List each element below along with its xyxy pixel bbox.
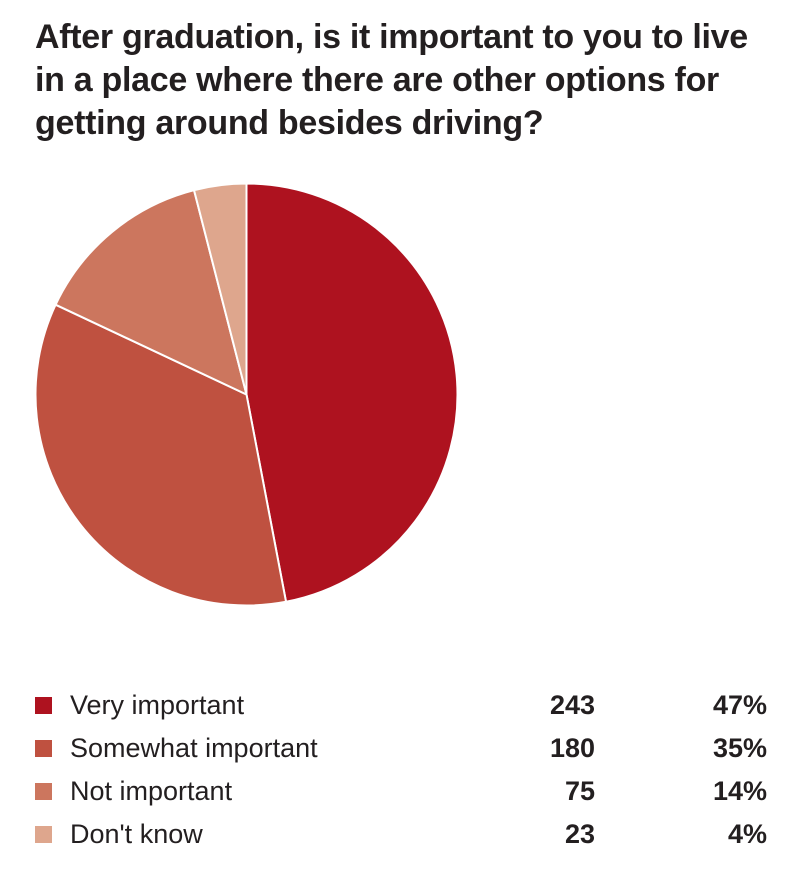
legend-label: Somewhat important [70,733,318,763]
pie-slice [193,182,248,396]
legend-swatch-very-important [35,697,52,714]
pie-chart [33,181,460,608]
page-title-line-1: After graduation, is it important to you… [35,18,748,56]
legend-count: 180 [549,733,595,763]
pie-chart-svg [34,182,459,607]
legend-percent: 4% [727,819,767,849]
page-title-line-2: in a place where there are other options… [35,61,719,99]
legend-label: Very important [70,690,245,720]
legend-swatch-dont-know [35,826,52,843]
legend-row: Not important 75 14% [35,770,767,813]
legend-percent: 14% [712,776,767,806]
legend-row: Very important 243 47% [35,684,767,727]
legend-count: 75 [564,776,595,806]
legend-label: Not important [70,776,233,806]
legend-swatch-somewhat-important [35,740,52,757]
page-title-line-3: getting around besides driving? [35,104,544,142]
legend-swatch-not-important [35,783,52,800]
legend-label: Don't know [70,819,203,849]
pie-slice [245,182,459,603]
legend-percent: 47% [712,690,767,720]
legend-count: 23 [564,819,595,849]
legend-percent: 35% [712,733,767,763]
legend-count: 243 [549,690,595,720]
legend-row: Somewhat important 180 35% [35,727,767,770]
chart-legend: Very important 243 47% Somewhat importan… [35,684,767,856]
pie-slice [54,189,248,396]
pie-slice [34,303,288,607]
page-title: After graduation, is it important to you… [35,16,785,145]
legend-row: Don't know 23 4% [35,813,767,856]
